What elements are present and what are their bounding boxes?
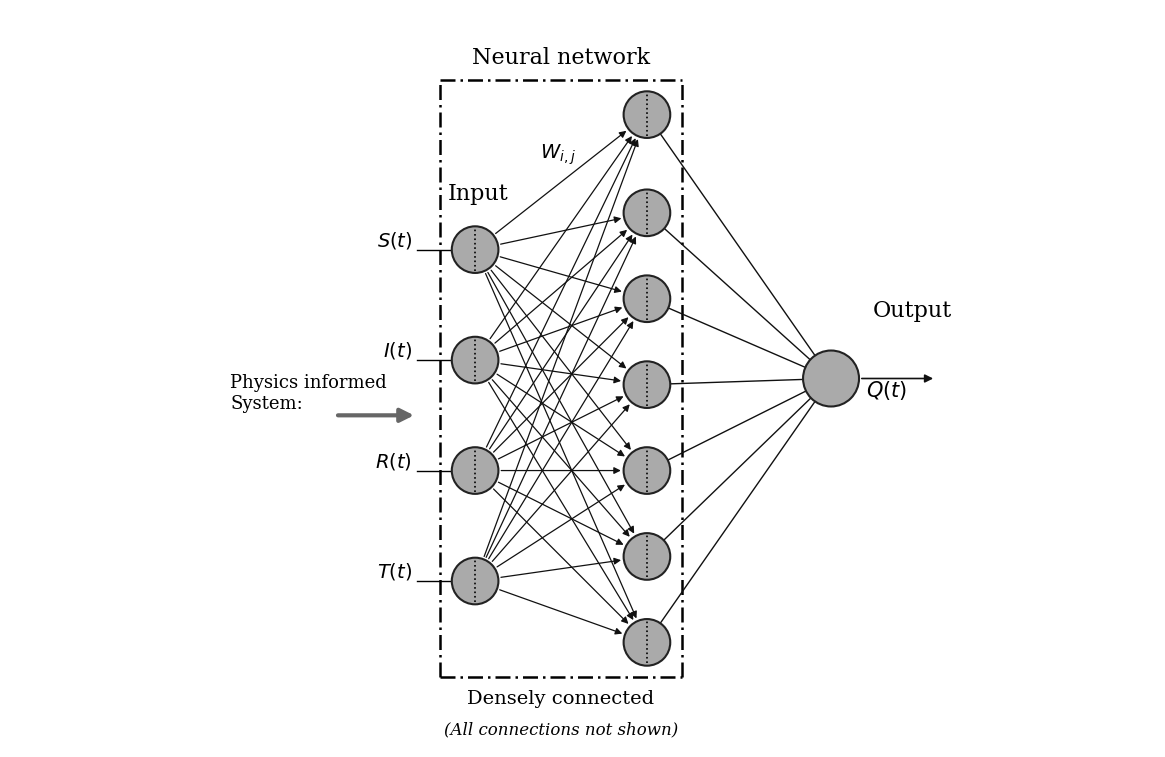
- Text: Neural network: Neural network: [472, 47, 650, 69]
- Text: $W_{i,j}$: $W_{i,j}$: [539, 142, 576, 167]
- Circle shape: [623, 533, 670, 580]
- Circle shape: [452, 337, 499, 383]
- Text: $T(t)$: $T(t)$: [377, 561, 412, 582]
- Text: $S(t)$: $S(t)$: [376, 230, 412, 251]
- Circle shape: [452, 558, 499, 604]
- Circle shape: [623, 189, 670, 236]
- Circle shape: [623, 92, 670, 138]
- Circle shape: [623, 447, 670, 494]
- Circle shape: [623, 361, 670, 408]
- Circle shape: [623, 276, 670, 322]
- Circle shape: [452, 447, 499, 494]
- Text: $R(t)$: $R(t)$: [375, 451, 412, 472]
- Text: Densely connected: Densely connected: [467, 690, 655, 708]
- Circle shape: [803, 350, 859, 407]
- Text: (All connections not shown): (All connections not shown): [444, 721, 678, 739]
- Circle shape: [623, 619, 670, 665]
- Text: $Q(t)$: $Q(t)$: [866, 379, 908, 402]
- Text: $I(t)$: $I(t)$: [383, 341, 412, 361]
- Text: Output: Output: [873, 300, 952, 322]
- Circle shape: [452, 226, 499, 273]
- Text: Input: Input: [447, 183, 508, 205]
- Text: Physics informed
System:: Physics informed System:: [231, 375, 387, 413]
